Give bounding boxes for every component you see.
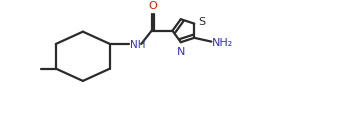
Text: NH₂: NH₂ (212, 37, 234, 47)
Text: NH: NH (130, 40, 145, 50)
Text: N: N (176, 47, 185, 56)
Text: O: O (149, 1, 157, 11)
Text: S: S (198, 17, 205, 27)
